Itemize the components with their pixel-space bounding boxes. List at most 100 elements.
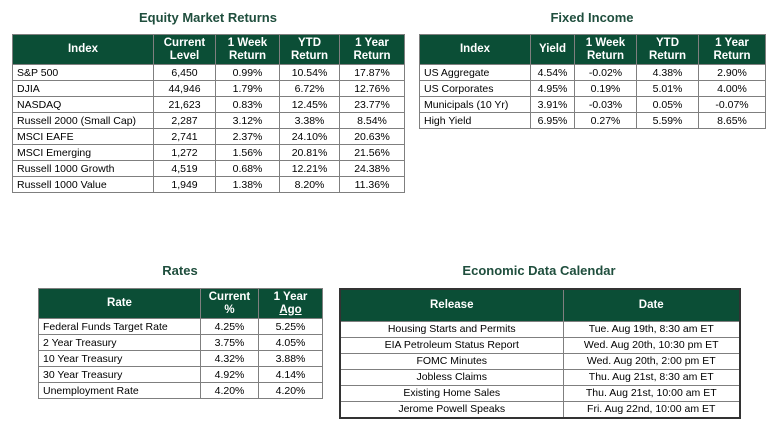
index-name: Russell 1000 Growth: [12, 160, 154, 177]
col-header-1-week-return: 1 Week Return: [215, 34, 280, 65]
year-ago-rate: 4.20%: [258, 382, 323, 399]
table-row: 2 Year Treasury 3.75% 4.05%: [38, 334, 323, 351]
current-level: 1,272: [153, 144, 216, 161]
ytd-return: 12.21%: [279, 160, 340, 177]
table-row: NASDAQ 21,623 0.83% 12.45% 23.77%: [12, 96, 405, 113]
ytd-return: 6.72%: [279, 80, 340, 97]
table-row: MSCI EAFE 2,741 2.37% 24.10% 20.63%: [12, 128, 405, 145]
table-row: Existing Home Sales Thu. Aug 21st, 10:00 …: [339, 384, 741, 402]
year-return: 8.54%: [339, 112, 405, 129]
col-header-index: Index: [419, 34, 531, 65]
week-return: -0.02%: [574, 64, 637, 81]
table-row: Jobless Claims Thu. Aug 21st, 8:30 am ET: [339, 368, 741, 386]
table-row: MSCI Emerging 1,272 1.56% 20.81% 21.56%: [12, 144, 405, 161]
index-name: S&P 500: [12, 64, 154, 81]
rate-name: Federal Funds Target Rate: [38, 318, 201, 335]
rate-name: Unemployment Rate: [38, 382, 201, 399]
rates-title: Rates: [162, 263, 198, 278]
table-row: Russell 1000 Value 1,949 1.38% 8.20% 11.36%: [12, 176, 405, 193]
release-date: Fri. Aug 22nd, 10:00 am ET: [562, 400, 741, 418]
table-row: US Corporates 4.95% 0.19% 5.01% 4.00%: [419, 80, 766, 97]
index-name: High Yield: [419, 112, 531, 129]
calendar-title: Economic Data Calendar: [462, 263, 616, 278]
index-name: Russell 2000 (Small Cap): [12, 112, 154, 129]
table-row: Russell 1000 Growth 4,519 0.68% 12.21% 24.38…: [12, 160, 405, 177]
year-return: 4.00%: [698, 80, 766, 97]
col-header-1-year-return: 1 Year Return: [698, 34, 766, 65]
year-ago-rate: 5.25%: [258, 318, 323, 335]
table-row: DJIA 44,946 1.79% 6.72% 12.76%: [12, 80, 405, 97]
current-rate: 4.92%: [200, 366, 259, 383]
ytd-return: 20.81%: [279, 144, 340, 161]
current-level: 21,623: [153, 96, 216, 113]
year-return: 12.76%: [339, 80, 405, 97]
current-level: 2,741: [153, 128, 216, 145]
current-rate: 4.32%: [200, 350, 259, 367]
col-header-yield: Yield: [530, 34, 575, 65]
ytd-return: 3.38%: [279, 112, 340, 129]
col-header-release: Release: [339, 288, 564, 322]
release-date: Thu. Aug 21st, 8:30 am ET: [562, 368, 741, 386]
col-header-date: Date: [562, 288, 741, 322]
year-return: 23.77%: [339, 96, 405, 113]
release-date: Thu. Aug 21st, 10:00 am ET: [562, 384, 741, 402]
table-row: US Aggregate 4.54% -0.02% 4.38% 2.90%: [419, 64, 766, 81]
current-level: 4,519: [153, 160, 216, 177]
table-row: Municipals (10 Yr) 3.91% -0.03% 0.05% -0.07%: [419, 96, 766, 113]
year-return: 21.56%: [339, 144, 405, 161]
header-1-year-text: 1 Year: [273, 290, 308, 303]
yield: 3.91%: [530, 96, 575, 113]
release-name: FOMC Minutes: [339, 352, 564, 370]
ytd-return: 10.54%: [279, 64, 340, 81]
table-row: Russell 2000 (Small Cap) 2,287 3.12% 3.38% 8…: [12, 112, 405, 129]
ytd-return: 5.59%: [636, 112, 699, 129]
week-return: -0.03%: [574, 96, 637, 113]
index-name: MSCI Emerging: [12, 144, 154, 161]
rate-name: 10 Year Treasury: [38, 350, 201, 367]
table-row: High Yield 6.95% 0.27% 5.59% 8.65%: [419, 112, 766, 129]
current-level: 6,450: [153, 64, 216, 81]
index-name: Municipals (10 Yr): [419, 96, 531, 113]
year-return: 24.38%: [339, 160, 405, 177]
year-return: 17.87%: [339, 64, 405, 81]
year-return: 2.90%: [698, 64, 766, 81]
week-return: 0.19%: [574, 80, 637, 97]
release-date: Tue. Aug 19th, 8:30 am ET: [562, 320, 741, 338]
week-return: 3.12%: [215, 112, 280, 129]
ytd-return: 12.45%: [279, 96, 340, 113]
col-header-index: Index: [12, 34, 154, 65]
current-rate: 4.25%: [200, 318, 259, 335]
week-return: 0.68%: [215, 160, 280, 177]
release-name: Existing Home Sales: [339, 384, 564, 402]
release-name: Jerome Powell Speaks: [339, 400, 564, 418]
ytd-return: 5.01%: [636, 80, 699, 97]
col-header-current-level: Current Level: [153, 34, 216, 65]
release-name: Housing Starts and Permits: [339, 320, 564, 338]
year-ago-rate: 3.88%: [258, 350, 323, 367]
table-row: Housing Starts and Permits Tue. Aug 19th,…: [339, 320, 741, 338]
calendar-table: Release Date Housing Starts and Permits T…: [339, 288, 741, 419]
ytd-return: 0.05%: [636, 96, 699, 113]
index-name: US Corporates: [419, 80, 531, 97]
fixed-income-table: Index Yield 1 Week Return YTD Return 1 Y…: [419, 34, 766, 129]
yield: 4.95%: [530, 80, 575, 97]
release-name: EIA Petroleum Status Report: [339, 336, 564, 354]
index-name: NASDAQ: [12, 96, 154, 113]
table-row: FOMC Minutes Wed. Aug 20th, 2:00 pm ET: [339, 352, 741, 370]
year-return: -0.07%: [698, 96, 766, 113]
week-return: 1.79%: [215, 80, 280, 97]
header-ago-text: Ago: [279, 303, 302, 316]
ytd-return: 24.10%: [279, 128, 340, 145]
index-name: Russell 1000 Value: [12, 176, 154, 193]
table-row: Federal Funds Target Rate 4.25% 5.25%: [38, 318, 323, 335]
table-row: 10 Year Treasury 4.32% 3.88%: [38, 350, 323, 367]
table-row: Unemployment Rate 4.20% 4.20%: [38, 382, 323, 399]
week-return: 1.56%: [215, 144, 280, 161]
current-level: 1,949: [153, 176, 216, 193]
ytd-return: 8.20%: [279, 176, 340, 193]
release-date: Wed. Aug 20th, 10:30 pm ET: [562, 336, 741, 354]
index-name: US Aggregate: [419, 64, 531, 81]
rate-name: 2 Year Treasury: [38, 334, 201, 351]
current-rate: 3.75%: [200, 334, 259, 351]
table-row: Jerome Powell Speaks Fri. Aug 22nd, 10:00…: [339, 400, 741, 418]
